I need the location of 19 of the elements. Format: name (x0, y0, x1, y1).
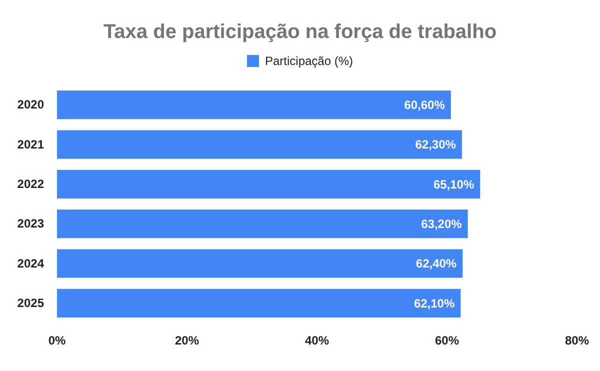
data-label: 62,30% (415, 138, 456, 152)
y-tick-label: 2022 (17, 177, 44, 192)
y-tick-label: 2024 (17, 256, 44, 270)
legend-label: Participação (%) (264, 54, 354, 68)
data-label: 63,20% (421, 217, 462, 232)
y-tick-label: 2021 (17, 137, 44, 152)
y-tick-label: 2023 (17, 216, 44, 231)
x-tick-label: 0% (48, 334, 66, 348)
x-tick-label: 40% (304, 334, 330, 348)
data-label: 62,10% (414, 296, 455, 310)
y-tick-label: 2025 (17, 296, 44, 310)
x-tick-label: 80% (564, 334, 590, 348)
chart-title: Taxa de participação na força de trabalho (103, 21, 497, 43)
data-label: 62,40% (416, 256, 457, 271)
x-tick-label: 60% (434, 334, 460, 348)
data-label: 60,60% (404, 98, 446, 112)
data-label: 65,10% (433, 177, 474, 192)
x-tick-label: 20% (174, 334, 200, 348)
y-tick-label: 2020 (17, 98, 44, 112)
